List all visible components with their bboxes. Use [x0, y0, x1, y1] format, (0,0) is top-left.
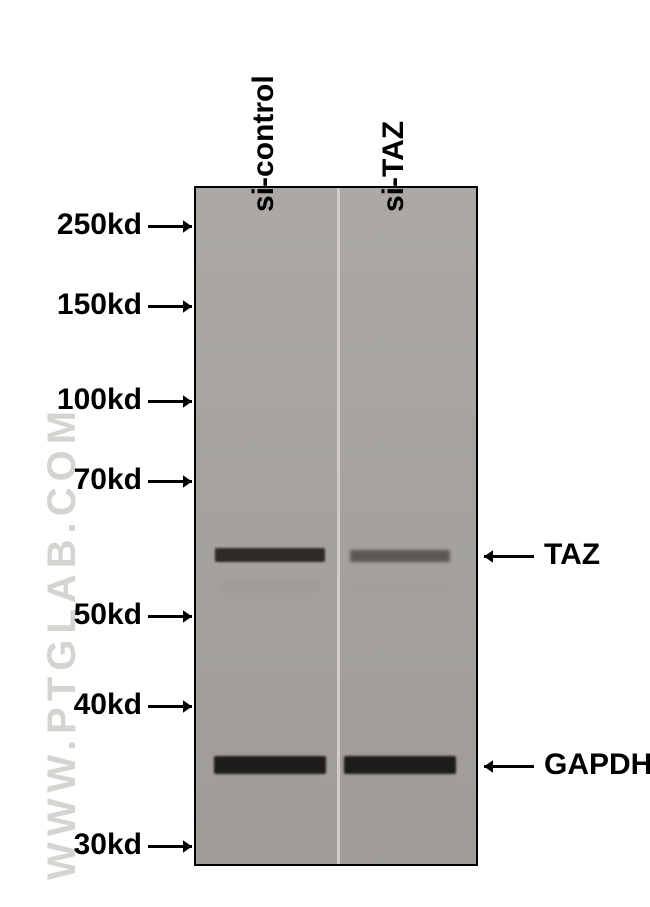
- band-1: [350, 550, 450, 562]
- mw-arrow-5: [139, 696, 201, 717]
- mw-label-0: 250kd: [57, 208, 142, 242]
- mw-arrow-6: [139, 836, 201, 857]
- band-0: [215, 548, 325, 562]
- protein-label-1: GAPDH: [544, 748, 650, 782]
- mw-label-4: 50kd: [74, 598, 142, 632]
- lane-divider: [337, 188, 340, 864]
- lane-label-1: si-TAZ: [377, 121, 411, 212]
- mw-arrow-3: [139, 471, 201, 492]
- band-5: [344, 756, 456, 774]
- mw-label-6: 30kd: [74, 828, 142, 862]
- lane-label-0: si-control: [247, 75, 281, 212]
- mw-arrow-4: [139, 606, 201, 627]
- protein-label-0: TAZ: [544, 538, 600, 572]
- mw-label-3: 70kd: [74, 463, 142, 497]
- band-3: [355, 582, 445, 592]
- mw-label-1: 150kd: [57, 288, 142, 322]
- mw-arrow-1: [139, 296, 201, 317]
- figure-container: WWW.PTGLAB.COM si-controlsi-TAZ 250kd150…: [0, 0, 650, 907]
- mw-arrow-2: [139, 391, 201, 412]
- band-2: [220, 582, 320, 592]
- band-4: [214, 756, 326, 774]
- mw-label-5: 40kd: [74, 688, 142, 722]
- mw-label-2: 100kd: [57, 383, 142, 417]
- protein-arrow-1: [475, 756, 543, 777]
- mw-arrow-0: [139, 216, 201, 237]
- protein-arrow-0: [475, 546, 543, 567]
